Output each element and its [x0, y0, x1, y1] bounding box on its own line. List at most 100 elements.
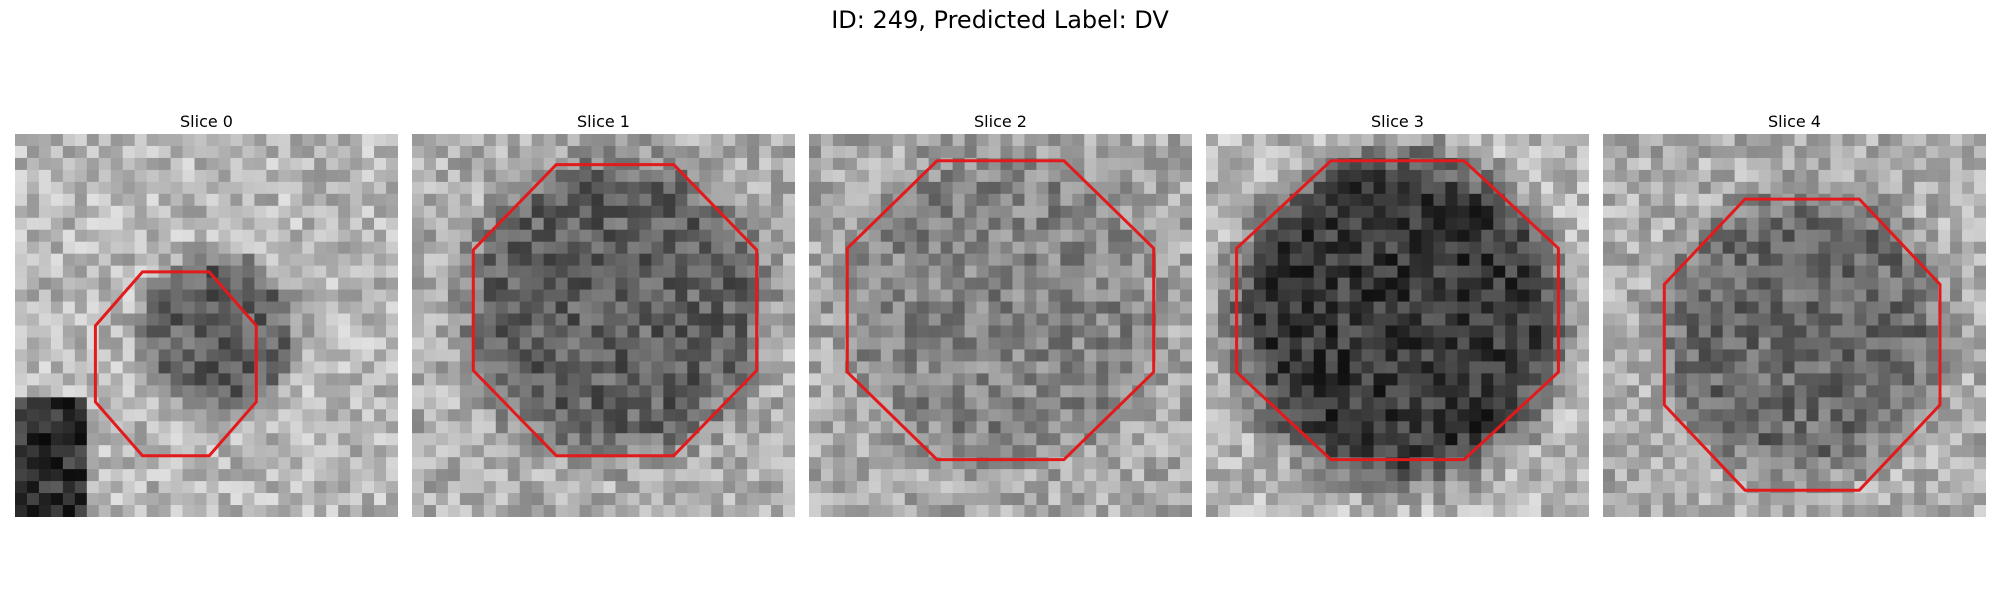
pixel — [1036, 433, 1049, 446]
pixel — [1770, 385, 1784, 398]
pixel — [447, 361, 461, 374]
pixel — [543, 313, 557, 327]
pixel — [976, 145, 990, 159]
pixel — [1722, 265, 1736, 279]
pixel — [386, 253, 398, 267]
pixel — [290, 313, 303, 327]
pixel — [1505, 169, 1518, 183]
pixel — [1638, 313, 1652, 327]
pixel — [988, 325, 1002, 339]
pixel — [1349, 253, 1363, 267]
pixel — [615, 134, 629, 147]
pixel — [1277, 134, 1291, 147]
pixel — [615, 409, 629, 422]
pixel — [302, 301, 315, 315]
pixel — [1818, 433, 1832, 446]
pixel — [435, 157, 449, 171]
pixel — [1361, 145, 1375, 159]
pixel — [412, 193, 425, 207]
pixel — [266, 349, 279, 363]
pixel — [362, 505, 375, 517]
pixel — [134, 493, 148, 506]
pixel — [1469, 457, 1482, 470]
pixel — [374, 361, 387, 374]
pixel — [326, 385, 339, 398]
pixel — [98, 457, 112, 470]
pixel — [603, 241, 617, 255]
pixel — [1409, 325, 1423, 339]
pixel — [158, 241, 172, 255]
pixel — [1469, 385, 1482, 398]
pixel — [1577, 134, 1589, 147]
pixel — [290, 361, 303, 374]
pixel — [1108, 313, 1121, 327]
pixel — [555, 277, 569, 291]
pixel — [507, 481, 521, 494]
pixel — [1349, 241, 1363, 255]
pixel — [904, 265, 918, 279]
pixel — [278, 421, 291, 434]
pixel — [1024, 337, 1038, 351]
pixel — [531, 361, 545, 374]
pixel — [809, 157, 822, 171]
pixel — [1806, 445, 1820, 458]
pixel — [832, 409, 846, 422]
pixel — [206, 469, 220, 482]
pixel — [1206, 217, 1219, 231]
pixel — [1168, 373, 1181, 386]
pixel — [916, 409, 930, 422]
pixel — [567, 481, 581, 494]
pixel — [1132, 145, 1145, 159]
pixel — [1277, 457, 1291, 470]
pixel — [820, 361, 834, 374]
pixel — [1409, 169, 1423, 183]
pixel — [844, 193, 858, 207]
pixel — [374, 301, 387, 315]
pixel — [1469, 325, 1482, 339]
pixel — [1686, 181, 1700, 195]
pixel — [1950, 445, 1963, 458]
pixel — [651, 253, 664, 267]
pixel — [1662, 385, 1676, 398]
pixel — [1385, 145, 1399, 159]
pixel — [1024, 397, 1038, 410]
pixel — [206, 493, 220, 506]
pixel — [1758, 289, 1772, 303]
pixel — [1156, 289, 1169, 303]
pixel — [820, 505, 834, 517]
pixel — [1842, 145, 1855, 159]
pixel — [435, 457, 449, 470]
pixel — [1289, 205, 1303, 219]
pixel — [350, 265, 363, 279]
pixel — [447, 469, 461, 482]
pixel — [471, 289, 485, 303]
pixel — [687, 145, 700, 159]
pixel — [1842, 373, 1855, 386]
pixel — [1493, 205, 1506, 219]
pixel — [1048, 181, 1061, 195]
pixel — [1277, 481, 1291, 494]
pixel — [1830, 277, 1843, 291]
pixel — [1806, 253, 1820, 267]
pixel — [1000, 193, 1014, 207]
pixel — [1180, 289, 1192, 303]
pixel — [254, 145, 267, 159]
pixel — [1361, 445, 1375, 458]
pixel — [1060, 134, 1073, 147]
pixel — [1373, 421, 1387, 434]
pixel — [1770, 409, 1784, 422]
pixel — [1914, 241, 1927, 255]
pixel — [1120, 205, 1133, 219]
pixel — [723, 373, 736, 386]
pixel — [1217, 337, 1231, 351]
pixel — [1060, 313, 1073, 327]
pixel — [1854, 205, 1867, 219]
pixel — [1806, 157, 1820, 171]
pixel — [1974, 433, 1986, 446]
pixel — [687, 493, 700, 506]
pixel — [699, 349, 712, 363]
pixel — [1445, 217, 1458, 231]
pixel — [1481, 505, 1494, 517]
pixel — [1253, 469, 1267, 482]
pixel — [74, 409, 88, 422]
